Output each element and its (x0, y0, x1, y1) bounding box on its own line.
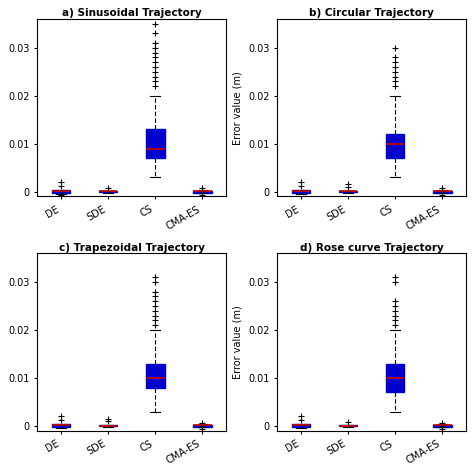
Title: a) Sinusoidal Trajectory: a) Sinusoidal Trajectory (62, 9, 201, 18)
PathPatch shape (99, 425, 118, 427)
Y-axis label: Error value (m): Error value (m) (233, 305, 243, 379)
PathPatch shape (292, 190, 310, 192)
PathPatch shape (338, 425, 357, 427)
PathPatch shape (193, 191, 211, 192)
PathPatch shape (146, 129, 164, 158)
PathPatch shape (52, 190, 71, 192)
Title: c) Trapezoidal Trajectory: c) Trapezoidal Trajectory (59, 243, 205, 253)
PathPatch shape (52, 424, 71, 427)
PathPatch shape (99, 191, 118, 192)
PathPatch shape (146, 364, 164, 388)
Title: d) Rose curve Trajectory: d) Rose curve Trajectory (300, 243, 443, 253)
PathPatch shape (386, 134, 404, 158)
Y-axis label: Error value (m): Error value (m) (233, 71, 243, 145)
Title: b) Circular Trajectory: b) Circular Trajectory (309, 9, 434, 18)
PathPatch shape (433, 191, 452, 192)
PathPatch shape (433, 425, 452, 427)
PathPatch shape (292, 424, 310, 427)
PathPatch shape (386, 364, 404, 392)
PathPatch shape (193, 425, 211, 427)
PathPatch shape (338, 191, 357, 192)
